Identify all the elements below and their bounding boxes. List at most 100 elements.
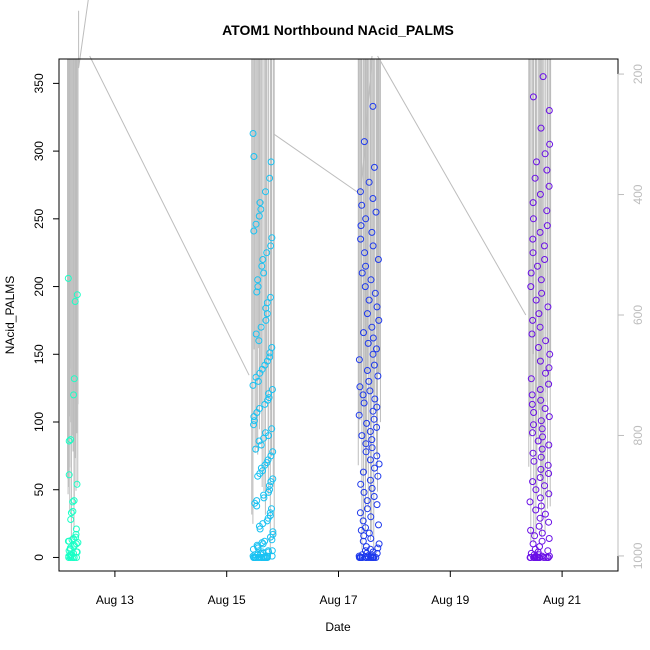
data-point bbox=[252, 445, 260, 453]
data-point bbox=[249, 552, 257, 560]
data-point bbox=[70, 375, 78, 383]
data-point bbox=[536, 494, 544, 502]
data-point bbox=[70, 391, 78, 399]
data-point bbox=[544, 303, 552, 311]
data-point bbox=[267, 452, 275, 460]
data-point bbox=[254, 283, 262, 291]
data-point bbox=[538, 529, 546, 537]
data-point bbox=[536, 514, 544, 522]
data-point bbox=[359, 468, 367, 476]
data-point bbox=[267, 293, 274, 301]
data-point bbox=[370, 163, 378, 171]
data-point bbox=[545, 107, 553, 114]
data-point bbox=[356, 383, 364, 391]
data-point bbox=[266, 353, 274, 361]
data-point bbox=[369, 102, 377, 110]
data-point bbox=[542, 369, 549, 377]
data-point bbox=[266, 512, 274, 519]
data-point bbox=[369, 407, 377, 415]
data-point bbox=[261, 537, 269, 545]
data-point bbox=[249, 130, 257, 137]
data-point bbox=[374, 256, 382, 263]
data-point bbox=[527, 549, 535, 557]
data-point bbox=[539, 433, 546, 441]
data-point bbox=[532, 486, 540, 494]
data-point bbox=[541, 256, 549, 263]
data-point bbox=[263, 299, 271, 307]
data-point bbox=[263, 249, 271, 257]
data-point bbox=[364, 339, 372, 347]
y-tick-label: 300 bbox=[32, 141, 46, 161]
data-point bbox=[264, 547, 272, 555]
y-tick-label: 100 bbox=[32, 412, 46, 432]
data-point bbox=[371, 289, 379, 297]
data-point bbox=[537, 276, 545, 284]
chart-title: ATOM1 Northbound NAcid_PALMS bbox=[222, 22, 454, 38]
data-point bbox=[361, 249, 369, 257]
data-point bbox=[268, 344, 276, 351]
x-tick-label: Aug 17 bbox=[319, 593, 357, 607]
data-point bbox=[256, 199, 264, 207]
data-point bbox=[258, 262, 266, 270]
data-point bbox=[260, 494, 268, 502]
data-point bbox=[267, 158, 275, 166]
data-point bbox=[368, 228, 376, 236]
data-point bbox=[263, 357, 271, 365]
data-point bbox=[373, 549, 381, 557]
data-point bbox=[536, 357, 544, 365]
data-point bbox=[372, 208, 380, 216]
data-point bbox=[373, 403, 381, 411]
data-point bbox=[545, 182, 553, 190]
data-point bbox=[528, 400, 536, 408]
data-point bbox=[268, 505, 275, 513]
altitude-transit-line bbox=[89, 55, 250, 376]
data-point bbox=[363, 497, 371, 505]
data-point bbox=[536, 386, 544, 393]
data-point bbox=[255, 212, 263, 220]
data-point bbox=[362, 440, 370, 448]
data-point bbox=[537, 396, 545, 404]
data-point bbox=[266, 486, 273, 494]
data-point bbox=[363, 505, 371, 513]
data-point bbox=[527, 283, 535, 291]
data-point bbox=[361, 547, 369, 555]
y-axis-label: NAcid_PALMS bbox=[3, 276, 17, 354]
data-point bbox=[529, 93, 537, 101]
data-point bbox=[371, 395, 379, 403]
data-point bbox=[537, 453, 545, 461]
data-point bbox=[545, 413, 553, 421]
data-point bbox=[539, 73, 547, 81]
data-point bbox=[369, 195, 377, 202]
data-point bbox=[535, 310, 543, 318]
data-point bbox=[268, 234, 276, 242]
data-point bbox=[362, 215, 370, 223]
data-point bbox=[526, 498, 534, 506]
altitude-transit-line bbox=[273, 55, 373, 196]
x-tick-label: Aug 21 bbox=[543, 593, 581, 607]
data-point bbox=[370, 361, 378, 369]
data-point bbox=[72, 525, 80, 533]
data-point bbox=[545, 364, 553, 372]
data-point bbox=[529, 235, 537, 243]
x-tick-label: Aug 19 bbox=[431, 593, 469, 607]
data-point bbox=[541, 482, 548, 490]
y-tick-label: 200 bbox=[32, 276, 46, 296]
data-point bbox=[528, 391, 536, 399]
data-point bbox=[532, 296, 540, 304]
data-point bbox=[72, 540, 80, 548]
data-point bbox=[544, 547, 552, 555]
data-point bbox=[544, 554, 552, 561]
data-point bbox=[546, 140, 554, 148]
data-point bbox=[373, 501, 381, 509]
data-point bbox=[73, 480, 81, 488]
data-point bbox=[373, 423, 381, 431]
y-tick-label: 250 bbox=[32, 208, 46, 228]
data-point bbox=[368, 436, 376, 444]
data-point bbox=[256, 525, 264, 533]
data-point bbox=[257, 549, 265, 557]
data-point bbox=[362, 262, 370, 270]
data-point bbox=[366, 456, 374, 464]
data-point bbox=[541, 405, 549, 412]
data-point bbox=[545, 380, 553, 388]
data-point bbox=[255, 337, 263, 345]
